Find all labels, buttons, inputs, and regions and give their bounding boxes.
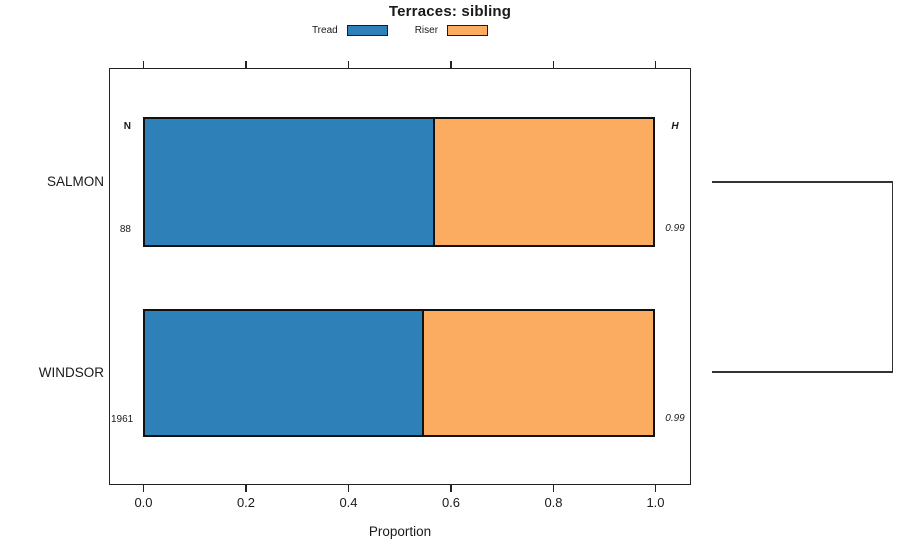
legend-label-tread: Tread [311, 25, 338, 36]
top-tick-0 [142, 61, 145, 68]
bar-row-salmon [143, 117, 655, 247]
column-header-n: N [123, 121, 131, 132]
legend-swatch-riser [447, 25, 489, 36]
legend-item-riser: Riser [414, 25, 489, 36]
legend-swatch-tread [346, 25, 388, 36]
bar-segment-salmon-riser [434, 119, 653, 245]
x-tick-label-1: 0.2 [236, 495, 256, 510]
bottom-tick-2 [347, 485, 349, 492]
chart-title: Terraces: sibling [388, 3, 512, 20]
bracket-vertical-line [891, 181, 893, 372]
legend: Tread Riser [109, 25, 691, 36]
bracket-bottom-line [712, 371, 893, 373]
top-tick-4 [552, 61, 554, 68]
plot-area: N H 88 0.99 1961 0.99 [109, 68, 691, 485]
n-value-salmon: 88 [119, 224, 131, 235]
bottom-tick-3 [450, 485, 452, 492]
x-axis-title: Proportion [368, 524, 432, 539]
x-tick-label-5: 1.0 [646, 495, 665, 510]
category-label-windsor: WINDSOR [38, 365, 104, 380]
bar-row-windsor [143, 309, 655, 437]
bottom-tick-0 [142, 485, 145, 492]
bar-segment-salmon-tread [145, 119, 435, 245]
h-value-windsor: 0.99 [665, 413, 685, 424]
top-tick-1 [245, 61, 247, 68]
top-tick-3 [450, 61, 452, 68]
legend-item-tread: Tread [312, 25, 388, 36]
category-label-salmon: SALMON [46, 174, 104, 189]
x-tick-label-0: 0.0 [134, 495, 153, 510]
x-tick-label-4: 0.8 [544, 495, 563, 510]
top-tick-5 [654, 61, 657, 68]
x-tick-label-3: 0.6 [441, 495, 461, 510]
bar-segment-windsor-tread [145, 311, 425, 435]
top-tick-2 [347, 61, 349, 68]
column-header-h: H [671, 121, 679, 132]
legend-label-riser: Riser [414, 25, 439, 36]
x-tick-label-2: 0.4 [339, 495, 358, 510]
n-value-windsor: 1961 [111, 414, 134, 425]
bottom-tick-1 [245, 485, 247, 492]
bracket-top-line [712, 181, 893, 183]
bottom-tick-4 [552, 485, 554, 492]
bottom-tick-5 [654, 485, 657, 492]
h-value-salmon: 0.99 [665, 223, 685, 234]
bar-segment-windsor-riser [424, 311, 653, 435]
